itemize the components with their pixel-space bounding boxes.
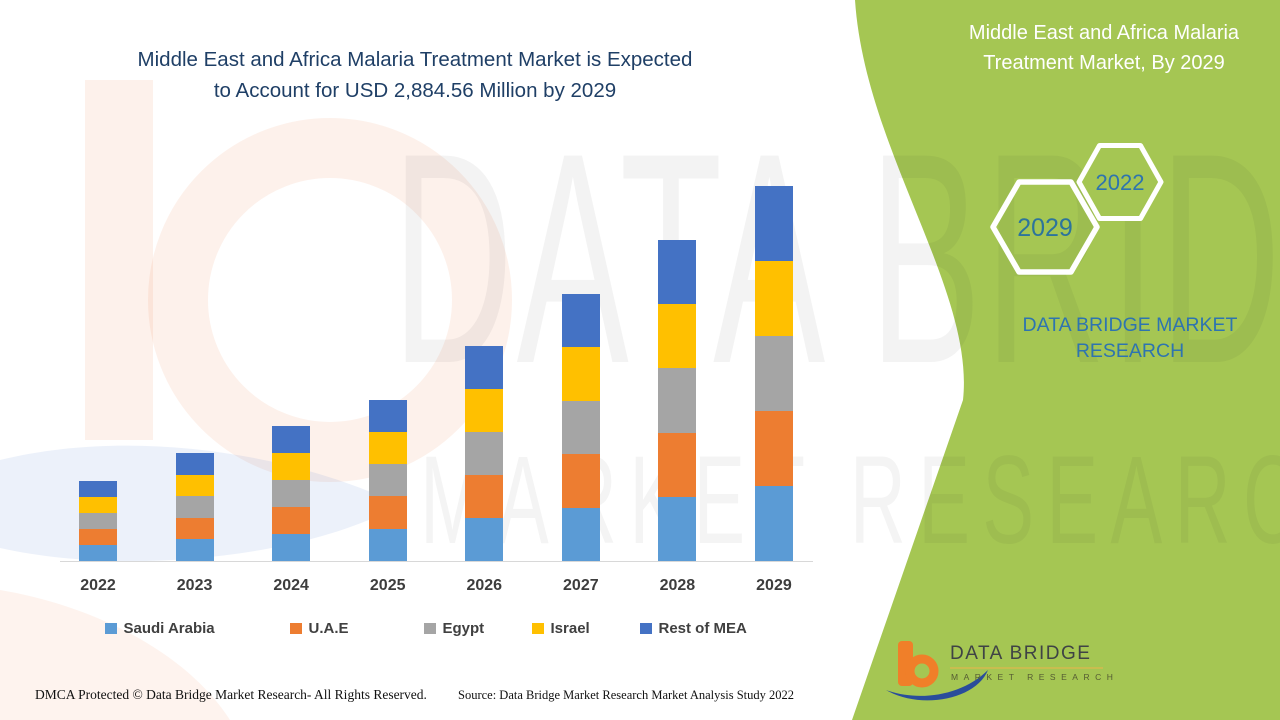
bar-2025 (368, 399, 407, 561)
bar-2026-rest-of-mea-segment (465, 345, 504, 389)
legend-swatch-israel (532, 622, 544, 635)
legend-swatch-egypt (424, 622, 436, 635)
bar-2026-saudi-arabia-segment (465, 517, 504, 561)
bar-chart: 2022 2023 2024 2025 2026 2027 2028 2029 (60, 170, 813, 594)
year-hexagons: 2029 2022 (990, 143, 1164, 275)
x-axis-line (60, 561, 813, 562)
bar-2027-u-a-e-segment (561, 454, 600, 508)
bar-2024-u-a-e-segment (272, 507, 311, 534)
bar-2022 (79, 480, 117, 561)
page-title-line1: Middle East and Africa Malaria Treatment… (137, 48, 693, 71)
side-panel-title-line2: Treatment Market, By 2029 (983, 52, 1225, 74)
x-label-2028: 2028 (659, 577, 696, 594)
bar-2029-saudi-arabia-segment (754, 485, 793, 561)
bar-2022-rest-of-mea-segment (79, 480, 117, 497)
bar-2027-rest-of-mea-segment (561, 293, 600, 347)
logo-subtitle-text: MARKET RESEARCH (951, 672, 1119, 682)
bar-2029-israel-segment (754, 260, 793, 336)
hexagon-2029 (990, 179, 1100, 275)
bar-2024 (272, 426, 311, 561)
bar-2025-israel-segment (368, 431, 407, 465)
legend-label-egypt: Egypt (442, 620, 485, 637)
bar-2023-saudi-arabia-segment (175, 539, 214, 561)
bar-2028-israel-segment (658, 304, 697, 369)
bar-2028-saudi-arabia-segment (658, 496, 697, 561)
bar-2024-rest-of-mea-segment (272, 426, 311, 453)
bar-2028-egypt-segment (658, 368, 697, 433)
bar-2022-saudi-arabia-segment (79, 544, 117, 561)
x-label-2027: 2027 (563, 577, 599, 594)
brand-name-text: DATA BRIDGE MARKET RESEARCH (1022, 314, 1238, 362)
bar-2026-u-a-e-segment (465, 474, 504, 518)
legend-label-israel: Israel (550, 620, 590, 637)
bar-2022-egypt-segment (79, 512, 117, 529)
x-label-2024: 2024 (273, 577, 309, 594)
x-label-2025: 2025 (369, 577, 406, 594)
bar-2028-rest-of-mea-segment (658, 240, 697, 305)
bar-2026-egypt-segment (465, 431, 504, 475)
legend-item-israel: Israel (532, 620, 590, 637)
legend-item-rest-of-mea: Rest of MEA (640, 620, 747, 637)
bar-2029-rest-of-mea-segment (754, 185, 793, 261)
x-label-2023: 2023 (176, 577, 213, 594)
x-axis-labels: 2022 2023 2024 2025 2026 2027 2028 2029 (79, 577, 793, 595)
bar-2026-israel-segment (465, 388, 504, 432)
bar-2025-rest-of-mea-segment (368, 399, 407, 432)
bar-2023-egypt-segment (175, 496, 214, 518)
bar-2025-u-a-e-segment (368, 496, 407, 529)
bar-2029-u-a-e-segment (754, 410, 793, 486)
legend-item-saudi-arabia: Saudi Arabia (105, 620, 215, 637)
legend-swatch-rest-of-mea (640, 622, 652, 635)
bar-2023-u-a-e-segment (175, 517, 214, 540)
bar-2028 (658, 240, 697, 561)
page-title: Middle East and Africa Malaria Treatment… (70, 44, 760, 106)
x-label-2029: 2029 (756, 577, 792, 594)
logo-underline (950, 667, 1103, 669)
x-label-2022: 2022 (80, 577, 116, 594)
legend-item-u-a-e: U.A.E (290, 620, 349, 637)
side-panel-title-line1: Middle East and Africa Malaria (968, 22, 1240, 44)
bar-2024-egypt-segment (272, 480, 311, 507)
bar-2025-saudi-arabia-segment (368, 528, 407, 561)
bar-2023-israel-segment (175, 474, 214, 497)
side-panel-title: Middle East and Africa Malaria Treatment… (948, 18, 1260, 78)
bar-2029-egypt-segment (754, 335, 793, 411)
bar-2027-saudi-arabia-segment (561, 507, 600, 561)
bar-2026 (465, 345, 504, 561)
bar-2023-rest-of-mea-segment (175, 453, 214, 475)
data-bridge-logo-icon (886, 641, 988, 701)
data-bridge-logo: DATA BRIDGE MARKET RESEARCH (884, 634, 1124, 710)
hexagon-2029-label: 2029 (1017, 214, 1073, 242)
bar-2022-u-a-e-segment (79, 528, 117, 545)
bar-2024-israel-segment (272, 453, 311, 480)
hexagon-2022-label: 2022 (1096, 170, 1145, 195)
bar-2024-saudi-arabia-segment (272, 534, 311, 561)
legend-label-rest-of-mea: Rest of MEA (658, 620, 747, 637)
bar-2025-egypt-segment (368, 464, 407, 497)
bar-chart-bars (79, 185, 793, 561)
bar-2027 (561, 293, 600, 561)
legend-swatch-u-a-e (290, 622, 302, 635)
legend-label-u-a-e: U.A.E (308, 620, 349, 637)
bar-2029 (754, 185, 793, 561)
page-title-line2: to Account for USD 2,884.56 Million by 2… (213, 79, 617, 102)
legend-swatch-saudi-arabia (105, 622, 117, 635)
hexagon-2022 (1076, 143, 1164, 221)
bar-2023 (175, 453, 214, 561)
footer-dmca-text: DMCA Protected © Data Bridge Market Rese… (35, 687, 427, 702)
x-label-2026: 2026 (466, 577, 503, 594)
bar-2022-israel-segment (79, 496, 117, 513)
footer-source-text: Source: Data Bridge Market Research Mark… (458, 688, 795, 702)
legend-item-egypt: Egypt (424, 620, 484, 637)
bar-2027-israel-segment (561, 347, 600, 401)
bar-2027-egypt-segment (561, 400, 600, 454)
logo-name-text: DATA BRIDGE (950, 643, 1092, 664)
legend-label-saudi-arabia: Saudi Arabia (123, 620, 215, 637)
bar-2028-u-a-e-segment (658, 432, 697, 497)
